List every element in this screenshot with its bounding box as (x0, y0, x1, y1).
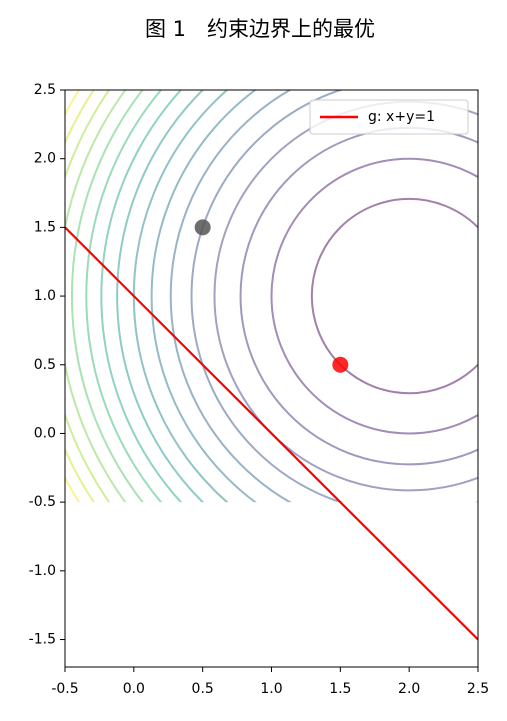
y-tick-label: 0.5 (34, 357, 56, 373)
axes-frame (65, 90, 478, 667)
x-tick-label: 2.0 (398, 681, 420, 697)
y-tick-label: 0.0 (34, 425, 56, 441)
x-tick-label: 0.5 (192, 681, 214, 697)
contour-line (241, 128, 507, 465)
x-tick-label: -0.5 (51, 681, 78, 697)
y-tick-label: 1.5 (34, 219, 56, 235)
point (332, 357, 348, 373)
contour-line (272, 159, 507, 434)
contour-line (86, 0, 507, 618)
point (195, 219, 211, 235)
y-tick-label: 2.5 (34, 82, 56, 98)
contour-line (191, 79, 507, 513)
x-tick-label: 2.5 (467, 681, 489, 697)
y-tick-label: 2.0 (34, 151, 56, 167)
y-tick-label: 1.0 (34, 288, 56, 304)
chart-title: 图 1 约束边界上的最优 (145, 17, 375, 41)
legend-label: g: x+y=1 (368, 109, 435, 125)
x-tick-label: 1.5 (329, 681, 351, 697)
y-tick-label: -1.0 (29, 563, 56, 579)
x-tick-label: 0.0 (123, 681, 145, 697)
contour-line (58, 0, 507, 646)
x-tick-label: 1.0 (260, 681, 282, 697)
contour-line (214, 102, 507, 491)
y-tick-label: -0.5 (29, 494, 56, 510)
y-tick-label: -1.5 (29, 632, 56, 648)
contour-line (72, 0, 507, 633)
